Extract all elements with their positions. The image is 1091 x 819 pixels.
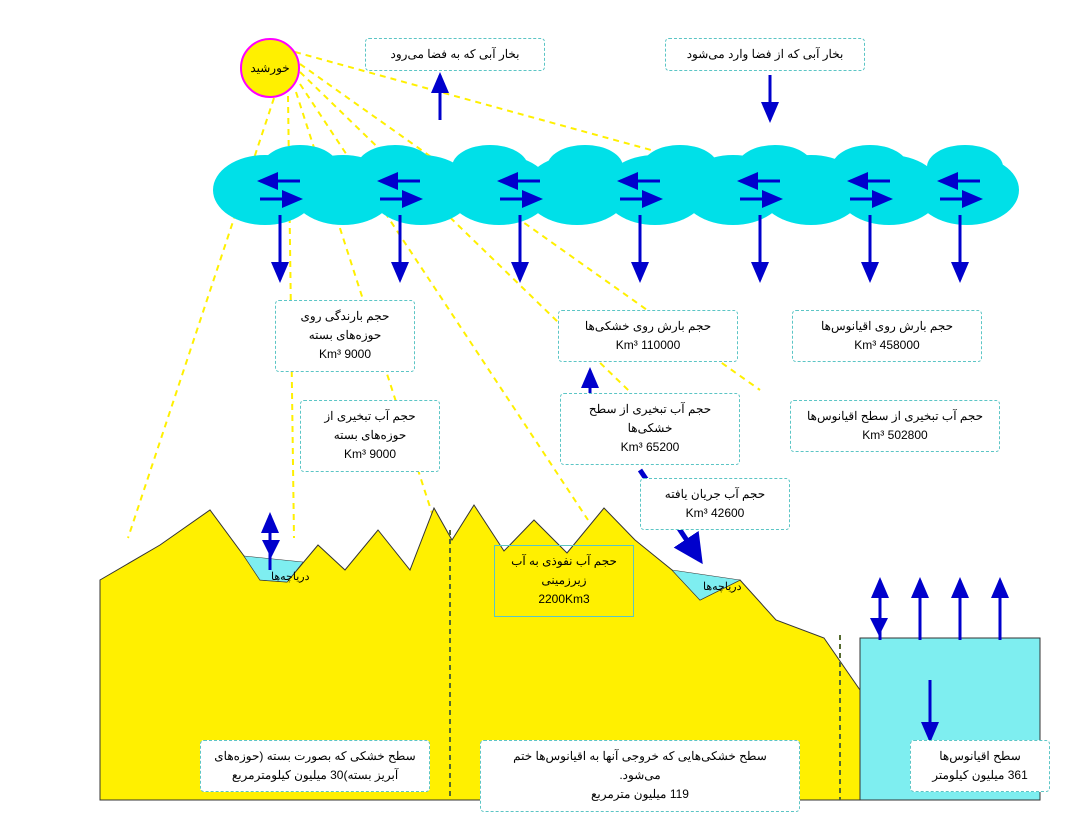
lake-label: دریاچه‌ها [271, 570, 309, 583]
box-land-precip: حجم بارش روی خشکی‌ها 110000 Km³ [558, 310, 738, 362]
box-vapor-to-space: بخار آبی که به فضا می‌رود [365, 38, 545, 71]
box-vapor-from-space: بخار آبی که از فضا وارد می‌شود [665, 38, 865, 71]
box-title: سطح خشکی که بصورت بسته (حوزه‌های آبریز ب… [211, 747, 419, 785]
box-value: 361 میلیون کیلومتر [921, 766, 1039, 785]
box-title: حجم بارش روی خشکی‌ها [569, 317, 727, 336]
box-title: حجم آب تبخیری از حوزه‌های بسته [311, 407, 429, 445]
box-closed-basin-precip: حجم بارندگی روی حوزه‌های بسته 9000 Km³ [275, 300, 415, 372]
box-value: 65200 Km³ [571, 438, 729, 457]
box-value: 119 میلیون مترمربع [491, 785, 789, 804]
box-title: حجم آب جریان یافته [651, 485, 779, 504]
box-ocean-area: سطح اقیانوس‌ها 361 میلیون کیلومتر [910, 740, 1050, 792]
box-closed-catchment-area: سطح خشکی که بصورت بسته (حوزه‌های آبریز ب… [200, 740, 430, 792]
lake-label: دریاچه‌ها [703, 580, 741, 593]
box-value: 2200Km3 [505, 590, 623, 609]
box-ocean-precip: حجم بارش روی اقیانوس‌ها 458000 Km³ [792, 310, 982, 362]
box-closed-basin-evap: حجم آب تبخیری از حوزه‌های بسته 9000 Km³ [300, 400, 440, 472]
box-value: 9000 Km³ [286, 345, 404, 364]
box-value: 42600 Km³ [651, 504, 779, 523]
box-title: حجم بارش روی اقیانوس‌ها [803, 317, 971, 336]
box-title: بخار آبی که به فضا می‌رود [376, 45, 534, 64]
box-value: 458000 Km³ [803, 336, 971, 355]
box-value: 9000 Km³ [311, 445, 429, 464]
box-land-evap: حجم آب تبخیری از سطح خشکی‌ها 65200 Km³ [560, 393, 740, 465]
box-title: سطح اقیانوس‌ها [921, 747, 1039, 766]
box-title: حجم آب تبخیری از سطح اقیانوس‌ها [801, 407, 989, 426]
box-infiltration: حجم آب نفوذی به آب زیرزمینی 2200Km3 [494, 545, 634, 617]
box-value: 502800 Km³ [801, 426, 989, 445]
box-title: حجم آب نفوذی به آب زیرزمینی [505, 552, 623, 590]
box-value: 110000 Km³ [569, 336, 727, 355]
water-cycle-diagram: خورشید بخار آبی که به فضا می‌رود بخار آب… [0, 0, 1091, 819]
box-runoff: حجم آب جریان یافته 42600 Km³ [640, 478, 790, 530]
sun-rays [128, 52, 760, 538]
cloud-band [213, 145, 1019, 225]
sun-label: خورشید [250, 61, 289, 75]
box-title: سطح خشکی‌هایی که خروجی آنها به اقیانوس‌ه… [491, 747, 789, 785]
sun: خورشید [240, 38, 300, 98]
box-title: حجم آب تبخیری از سطح خشکی‌ها [571, 400, 729, 438]
box-title: بخار آبی که از فضا وارد می‌شود [676, 45, 854, 64]
box-ocean-evap: حجم آب تبخیری از سطح اقیانوس‌ها 502800 K… [790, 400, 1000, 452]
box-title: حجم بارندگی روی حوزه‌های بسته [286, 307, 404, 345]
box-open-catchment-area: سطح خشکی‌هایی که خروجی آنها به اقیانوس‌ه… [480, 740, 800, 812]
